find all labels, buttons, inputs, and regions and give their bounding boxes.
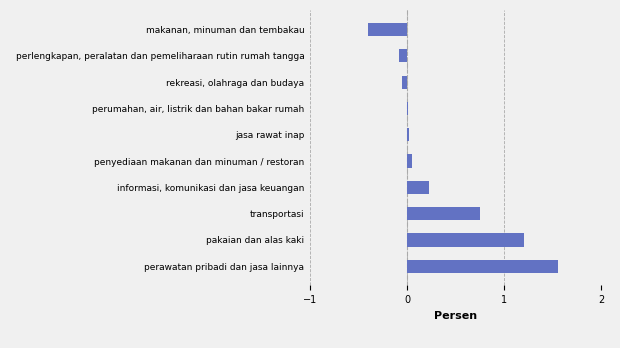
X-axis label: Persen: Persen bbox=[434, 311, 477, 321]
Bar bbox=[407, 102, 408, 115]
Bar bbox=[407, 181, 428, 194]
Bar bbox=[407, 155, 412, 168]
Bar bbox=[407, 128, 409, 141]
Bar bbox=[368, 23, 407, 36]
Bar bbox=[407, 260, 558, 273]
Bar bbox=[407, 207, 480, 220]
Bar bbox=[402, 76, 407, 89]
Bar bbox=[407, 234, 524, 246]
Bar bbox=[399, 49, 407, 62]
